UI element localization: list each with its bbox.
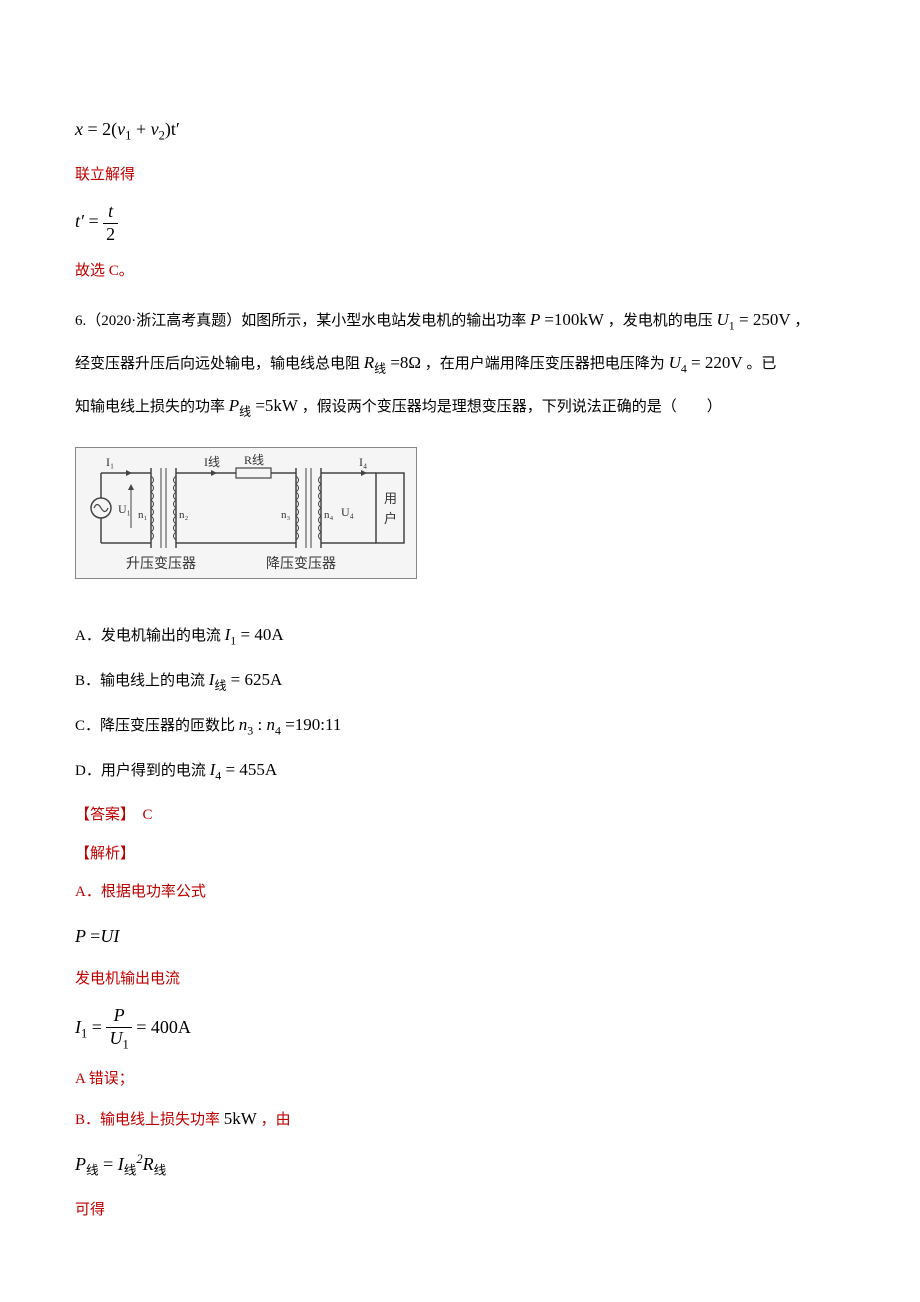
svg-text:I₁: I₁ bbox=[106, 455, 114, 469]
option-c: C．降压变压器的匝数比 n3 : n4 =190:11 bbox=[75, 709, 845, 742]
svg-text:降压变压器: 降压变压器 bbox=[266, 556, 336, 572]
svg-text:n₄: n₄ bbox=[324, 509, 334, 521]
equation-pline: P线 = I线2R线 bbox=[75, 1147, 845, 1184]
option-b: B．输电线上的电流 I线 = 625A bbox=[75, 664, 845, 697]
equation-tprime: t′ = t 2 bbox=[75, 201, 845, 245]
svg-text:n₃: n₃ bbox=[281, 509, 291, 521]
sol-a-text1: A．根据电功率公式 bbox=[75, 878, 845, 907]
svg-text:升压变压器: 升压变压器 bbox=[126, 556, 196, 572]
equation-p-ui: P =UI bbox=[75, 919, 845, 953]
svg-text:I₄: I₄ bbox=[359, 455, 367, 469]
note-combine: 联立解得 bbox=[75, 161, 845, 190]
note-choose-c: 故选 C。 bbox=[75, 257, 845, 286]
equation-x: x = 2(v1 + v2)t′ bbox=[75, 112, 845, 149]
analysis-label: 【解析】 bbox=[75, 840, 845, 869]
sol-a-text2: 发电机输出电流 bbox=[75, 965, 845, 994]
question-6: 6.（2020·浙江高考真题）如图所示，某小型水电站发电机的输出功率 P =10… bbox=[75, 304, 845, 337]
svg-text:n₂: n₂ bbox=[179, 509, 189, 521]
eq-x-lhs: x bbox=[75, 119, 83, 139]
svg-text:R线: R线 bbox=[244, 453, 264, 467]
eq-sign: = bbox=[88, 119, 98, 139]
sol-b-text1: B．输电线上损失功率 5kW ，由 bbox=[75, 1103, 845, 1135]
svg-text:I线: I线 bbox=[204, 455, 220, 469]
question-6-line2: 经变压器升压后向远处输电，输电线总电阻 R线 =8Ω ，在用户端用降压变压器把电… bbox=[75, 347, 845, 380]
option-d: D．用户得到的电流 I4 = 455A bbox=[75, 754, 845, 787]
eq-paren: 2( bbox=[102, 119, 117, 139]
question-6-line3: 知输电线上损失的功率 P线 =5kW ，假设两个变压器均是理想变压器，下列说法正… bbox=[75, 390, 845, 423]
sol-b-text2: 可得 bbox=[75, 1196, 845, 1225]
svg-text:n₁: n₁ bbox=[138, 509, 148, 521]
sol-a-wrong: A 错误； bbox=[75, 1065, 845, 1094]
svg-text:用: 用 bbox=[384, 491, 397, 506]
equation-i1: I1 = P U1 = 400A bbox=[75, 1005, 845, 1052]
svg-text:U₁: U₁ bbox=[118, 502, 131, 516]
answer-label: 【答案】 C bbox=[75, 801, 845, 830]
svg-text:U₄: U₄ bbox=[341, 505, 354, 519]
option-a: A．发电机输出的电流 I1 = 40A bbox=[75, 619, 845, 652]
svg-text:户: 户 bbox=[384, 511, 397, 526]
circuit-diagram: I₁ U₁ n₁ n₂ I线 R线 n₃ n₄ I₄ U₄ bbox=[75, 447, 417, 579]
